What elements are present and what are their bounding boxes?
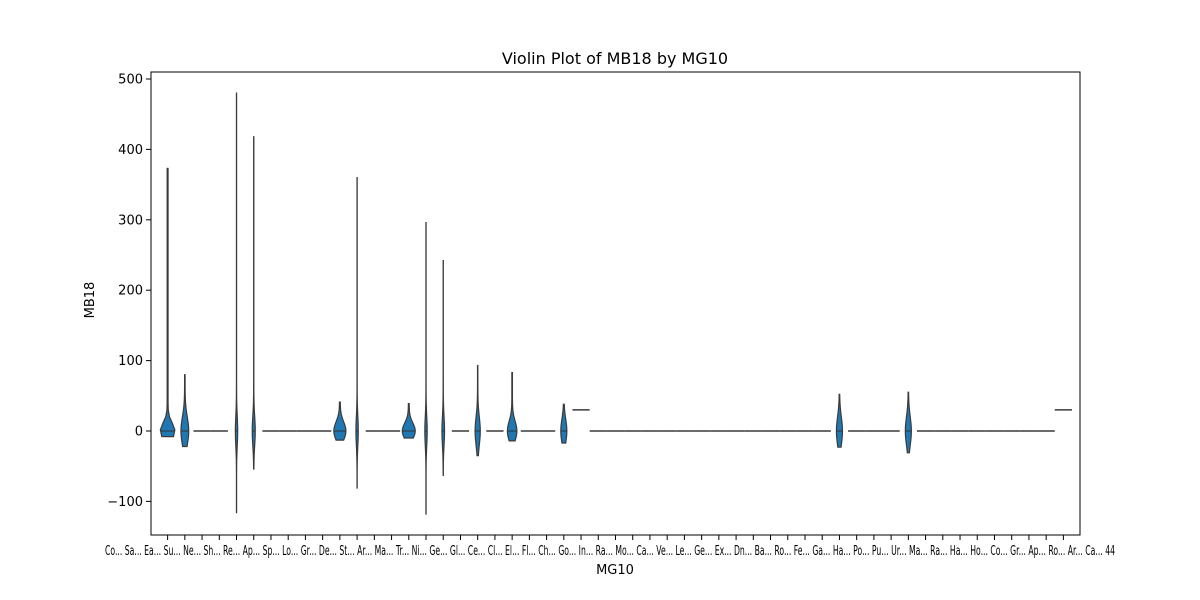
y-tick-label: 200 (118, 284, 143, 299)
violin-body (401, 402, 416, 439)
x-axis-label: MG10 (596, 563, 634, 578)
y-axis: −100 0 100 200 300 400 500 (107, 73, 151, 510)
violin-body (355, 176, 359, 489)
chart-title: Violin Plot of MB18 by MG10 (502, 49, 728, 68)
y-tick-label: 0 (135, 425, 143, 440)
y-axis-label: MB18 (83, 282, 98, 319)
y-tick-label: 500 (118, 73, 143, 88)
violin-body (560, 403, 568, 444)
violin-body (234, 92, 239, 514)
violin-body (159, 167, 176, 438)
x-tick-labels: Co... Sa... Ea... Su... Ne... Sh... Re..… (105, 544, 1115, 559)
violin-body (835, 393, 844, 448)
violin-body (474, 364, 481, 457)
violin-body (506, 371, 518, 442)
violin-body (424, 222, 428, 515)
violin-body (180, 374, 190, 448)
y-tick-label: 400 (118, 143, 143, 158)
violin-body (904, 391, 912, 454)
violin-body (441, 260, 446, 476)
y-tick-label: 100 (118, 354, 143, 369)
x-axis (167, 535, 1064, 540)
plot-frame (150, 71, 1081, 536)
y-tick-label: 300 (118, 213, 143, 228)
y-tick-label: −100 (107, 495, 143, 510)
plot-area (159, 92, 1072, 515)
violin-body (251, 136, 256, 470)
violin-body (333, 401, 347, 441)
